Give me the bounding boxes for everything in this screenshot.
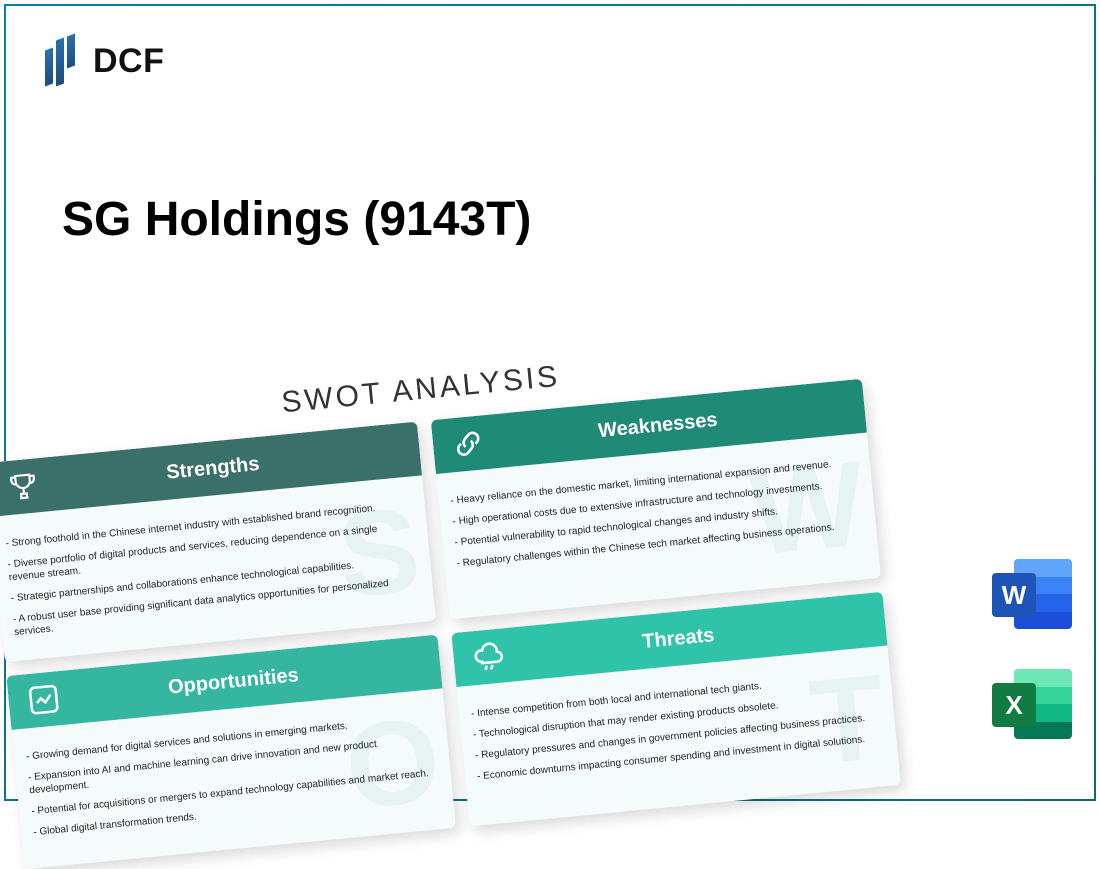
link-icon — [450, 425, 487, 462]
chart-icon — [25, 681, 62, 718]
cloud-icon — [470, 638, 507, 675]
word-file-icon[interactable]: W — [992, 555, 1072, 635]
brand-name: DCF — [93, 42, 164, 81]
swot-analysis-preview: SWOT ANALYSIS Strengths S - Strong footh… — [0, 331, 901, 869]
file-format-icons: W X — [992, 555, 1072, 745]
swot-grid: Strengths S - Strong foothold in the Chi… — [0, 379, 901, 869]
excel-letter: X — [992, 683, 1036, 727]
logo-bars-icon — [45, 35, 81, 87]
brand-logo: DCF — [45, 35, 164, 87]
strengths-card: Strengths S - Strong foothold in the Chi… — [0, 422, 436, 663]
excel-file-icon[interactable]: X — [992, 665, 1072, 745]
trophy-icon — [5, 468, 42, 505]
page-title: SG Holdings (9143T) — [62, 192, 531, 247]
threats-card: Threats T - Intense competition from bot… — [451, 592, 901, 827]
weaknesses-card: Weaknesses W - Heavy reliance on the dom… — [431, 379, 881, 620]
word-letter: W — [992, 573, 1036, 617]
opportunities-card: Opportunities O - Growing demand for dig… — [6, 635, 456, 869]
